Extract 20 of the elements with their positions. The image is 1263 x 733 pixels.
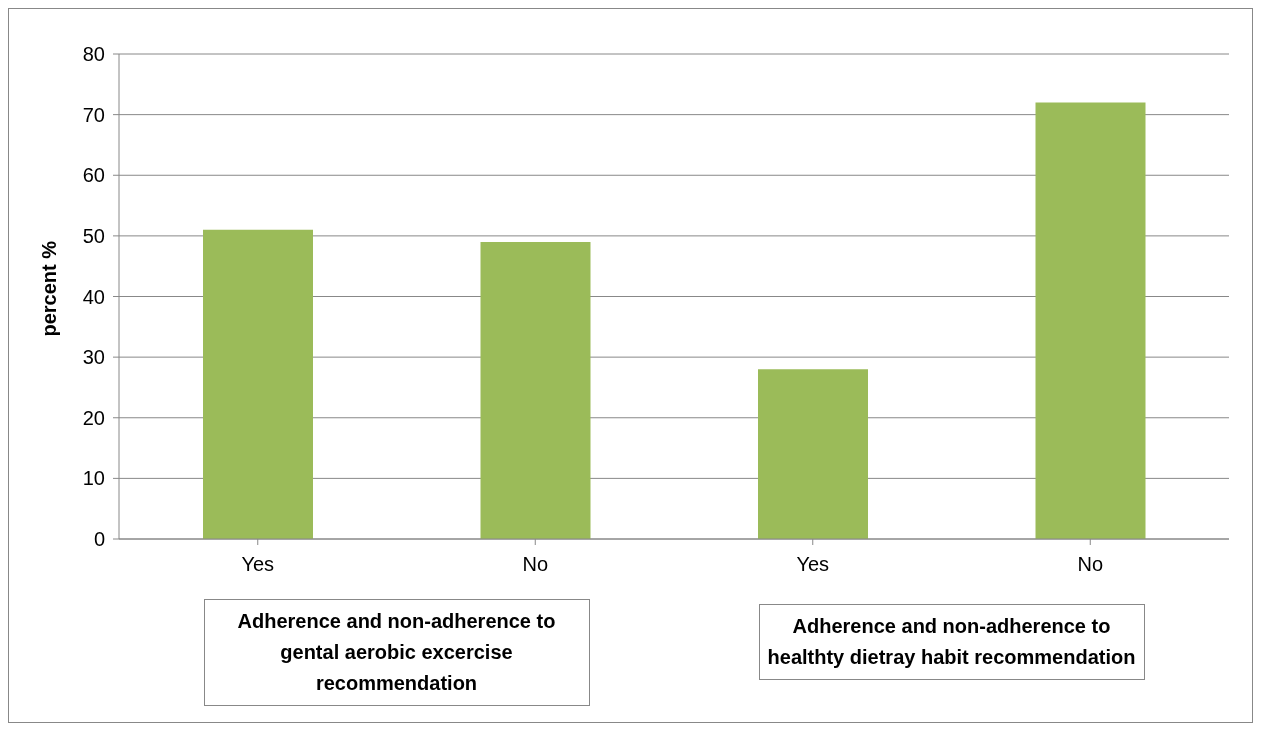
y-tick-label: 10: [82, 467, 105, 490]
y-tick-label: 70: [82, 103, 105, 126]
x-tick-label: No: [522, 553, 549, 576]
y-tick-label: 20: [82, 406, 105, 429]
x-tick-label: No: [1077, 553, 1104, 576]
bar: [203, 229, 313, 539]
x-tick-label: Yes: [241, 553, 275, 576]
y-tick-label: 40: [82, 285, 105, 308]
y-axis-title: percent %: [38, 240, 61, 337]
x-tick-label: Yes: [796, 553, 830, 576]
y-tick-label: 50: [82, 224, 105, 247]
bar: [758, 369, 868, 539]
text: Adherence and non-adherence to gental aerobic excercise recommendation: [203, 599, 590, 706]
y-tick-label: 0: [93, 528, 105, 551]
text: Adherence and non-adherence to healthty dietray habit recommendation: [758, 604, 1145, 680]
bar: [480, 241, 591, 539]
y-tick-label: 60: [82, 164, 105, 187]
y-tick-label: 80: [82, 43, 105, 66]
bar: [1035, 102, 1146, 539]
y-tick-label: 30: [82, 346, 105, 369]
